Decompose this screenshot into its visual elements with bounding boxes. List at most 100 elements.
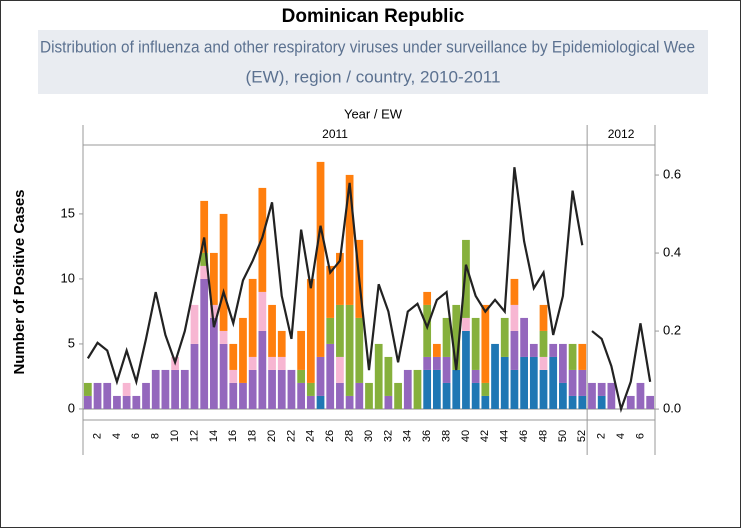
x-tick-label: 6	[130, 433, 142, 439]
bar-segment	[607, 382, 616, 409]
bar-segment	[452, 304, 461, 370]
x-tick-label: 42	[479, 430, 491, 442]
x-tick-label: 24	[305, 430, 317, 442]
bar-segment	[336, 382, 344, 409]
bar-segment	[93, 382, 102, 409]
bar-segment	[277, 356, 286, 370]
subtitle: Distribution of influenza and other resp…	[40, 37, 695, 56]
x-tick-label: 36	[421, 430, 433, 442]
bar-segment	[394, 382, 402, 409]
bar-segment	[539, 369, 548, 409]
bar-segment	[520, 317, 528, 357]
x-tick-label: 52	[576, 430, 588, 442]
y2-tick-label: 0.2	[663, 323, 681, 338]
bar-segment	[442, 317, 451, 357]
y2-tick-label: 0.6	[663, 166, 681, 181]
bar-segment	[568, 395, 577, 409]
bar-segment	[462, 330, 470, 409]
bar-segment	[529, 356, 538, 409]
bar-segment	[646, 395, 655, 409]
y-tick-label: 0	[68, 400, 75, 415]
bar-segment	[306, 278, 315, 383]
bar-segment	[529, 343, 538, 357]
bar-segment	[559, 343, 567, 383]
bar-segment	[462, 317, 470, 331]
y-axis-title: Number of Positive Cases	[11, 189, 28, 374]
bar-segment	[423, 304, 432, 357]
line-series	[86, 167, 584, 387]
x-axis-title: Year / EW	[344, 106, 403, 121]
bar-segment	[336, 304, 344, 357]
bar-segment	[345, 304, 354, 396]
bar-segment	[161, 369, 170, 409]
bar-segment	[277, 369, 286, 409]
bar-segment	[481, 382, 490, 396]
bar-segment	[229, 369, 238, 383]
bar-segment	[442, 382, 451, 409]
y-tick-label: 15	[61, 205, 75, 220]
bar-segment	[423, 291, 432, 305]
bar-segment	[229, 343, 238, 370]
x-tick-label: 10	[169, 430, 181, 442]
bar-segment	[432, 369, 441, 409]
y-tick-label: 10	[61, 270, 75, 285]
bar-segment	[578, 369, 587, 396]
bar-segment	[219, 213, 228, 331]
bar-segment	[481, 304, 490, 383]
bar-segment	[539, 356, 548, 370]
bar-segment	[122, 382, 131, 396]
bar-segment	[597, 395, 606, 409]
bar-segment	[510, 369, 519, 409]
bar-segment	[268, 356, 276, 370]
x-tick-label: 4	[111, 433, 123, 439]
bar-segment	[190, 343, 199, 409]
bar-segment	[219, 343, 228, 409]
y2-tick-label: 0.4	[663, 244, 681, 259]
bar-segment	[316, 356, 325, 396]
x-tick-label: 2	[596, 433, 608, 439]
bar-segment	[345, 395, 354, 409]
bar-segment	[122, 395, 131, 409]
subtitle-band	[38, 30, 708, 94]
y-tick-label: 5	[68, 335, 75, 350]
bar-segment	[500, 356, 509, 409]
bar-segment	[210, 252, 218, 305]
bar-segment	[326, 343, 335, 409]
x-tick-label: 44	[499, 430, 511, 442]
bar-segment	[248, 278, 257, 357]
bar-segment	[520, 356, 528, 409]
bar-segment	[539, 304, 548, 331]
bar-segment	[471, 382, 480, 409]
bar-segment	[210, 304, 218, 318]
x-tick-label: 18	[247, 430, 259, 442]
x-tick-label: 48	[537, 430, 549, 442]
bar-segment	[297, 330, 306, 370]
x-tick-label: 6	[634, 433, 646, 439]
bar-segment	[355, 317, 364, 383]
bar-segment	[374, 343, 383, 409]
bar-segment	[277, 330, 286, 357]
bar-segment	[171, 369, 179, 409]
bar-segment	[297, 369, 306, 383]
bar-segment	[384, 356, 393, 396]
bar-segment	[200, 200, 209, 253]
bar-segment	[210, 317, 218, 409]
panel-label: 2012	[608, 127, 635, 141]
bar-segment	[200, 265, 209, 279]
bar-segment	[83, 395, 92, 409]
bar-segment	[423, 369, 432, 409]
bar-segment	[132, 395, 141, 409]
bar-segment	[578, 343, 587, 370]
bar-segment	[103, 382, 112, 409]
bar-segment	[248, 356, 257, 370]
line-series	[591, 323, 652, 414]
bar-segment	[142, 382, 150, 409]
bar-segment	[568, 343, 577, 370]
x-tick-label: 4	[615, 433, 627, 439]
bar-segment	[510, 330, 519, 370]
x-tick-label: 12	[188, 430, 200, 442]
bar-segment	[258, 330, 267, 409]
x-tick-label: 22	[285, 430, 297, 442]
bar-segment	[306, 382, 315, 396]
